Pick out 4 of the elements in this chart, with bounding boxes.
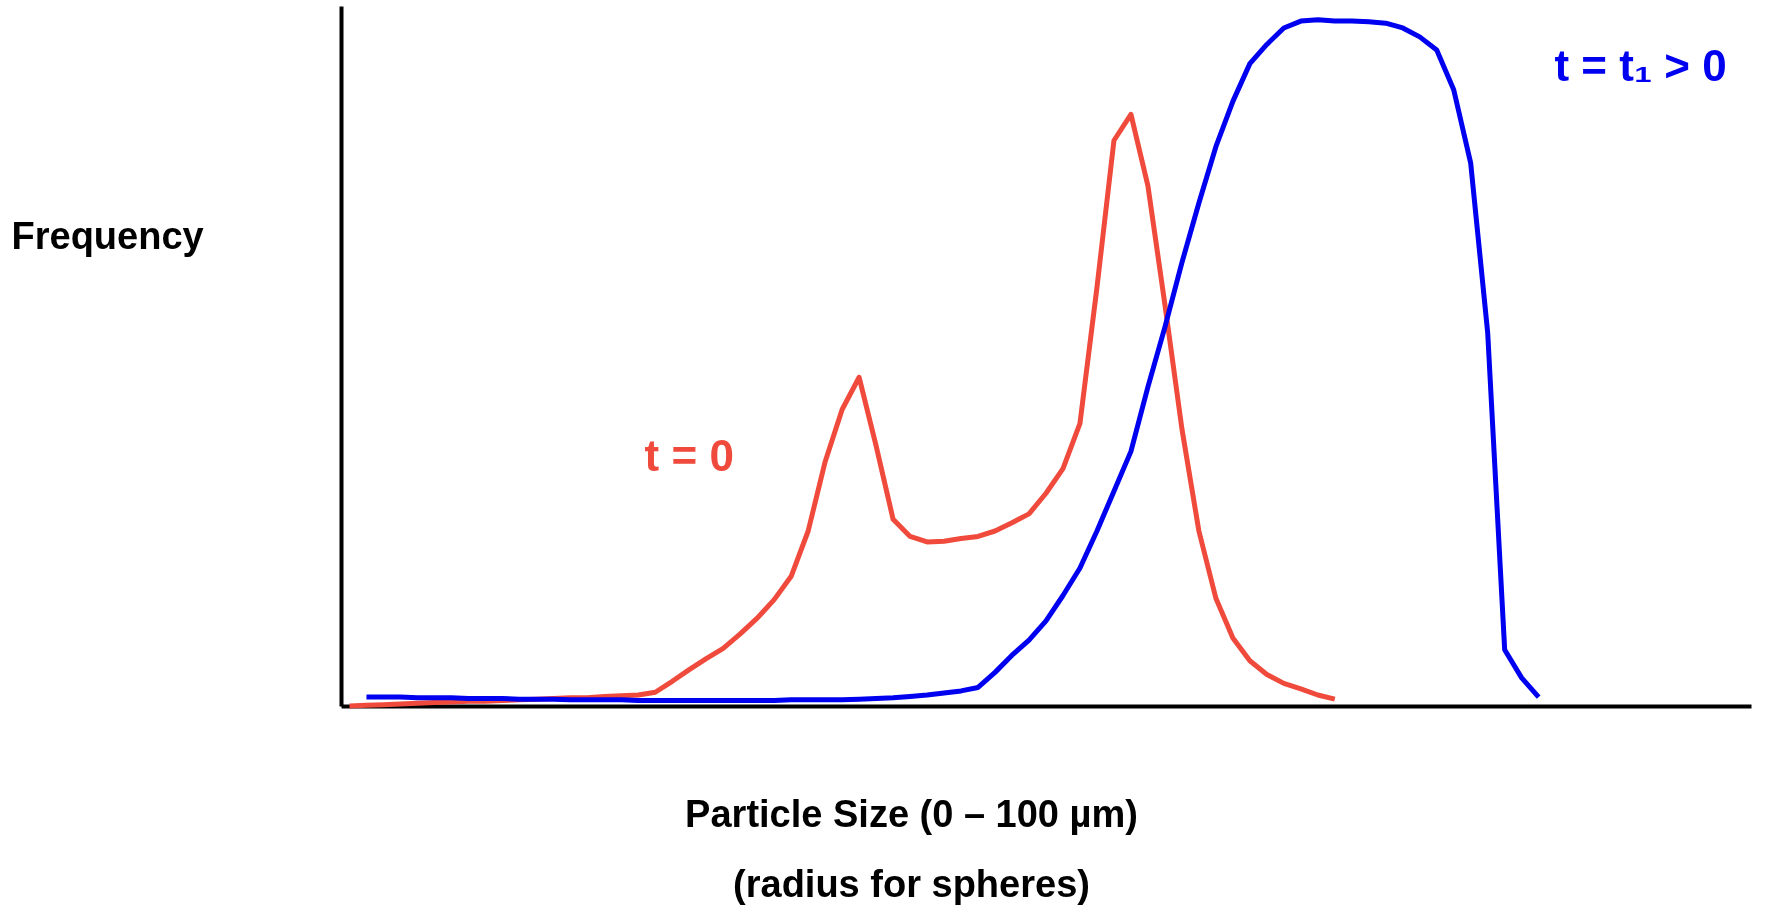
- x-axis-title: Particle Size (0 – 100 µm) (radius for spheres): [685, 792, 1138, 905]
- series-label: t = 0: [644, 430, 734, 480]
- y-axis-title: Frequency: [11, 214, 204, 257]
- text: t = t₁ > 0: [1554, 40, 1727, 90]
